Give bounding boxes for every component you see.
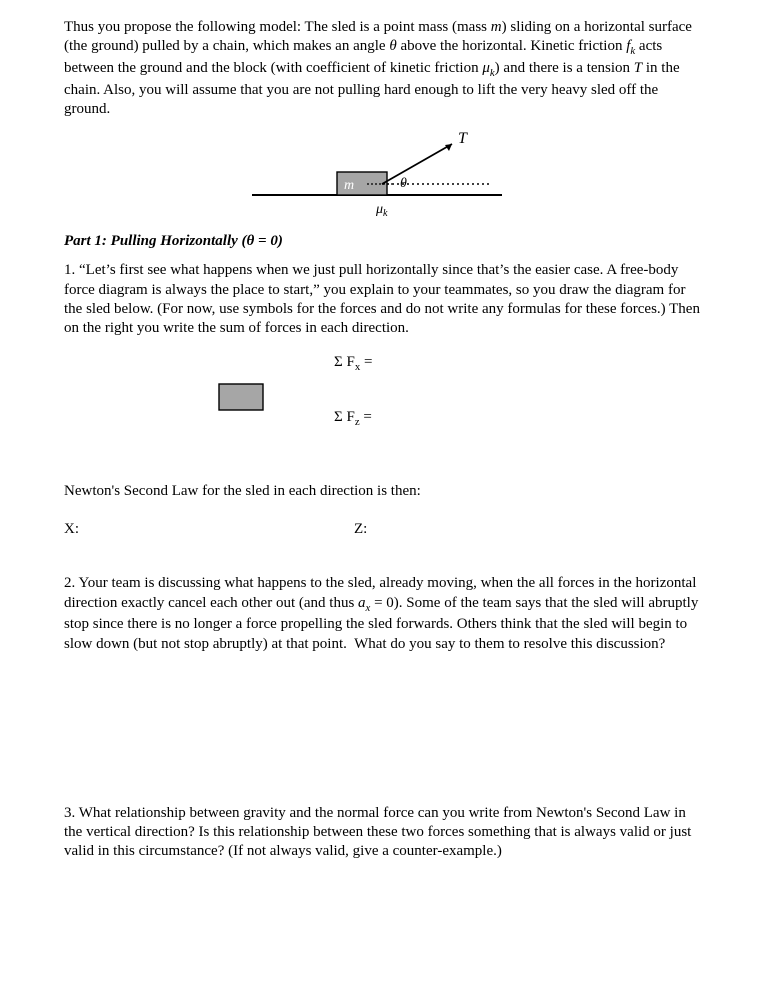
xz-row: X: Z: bbox=[64, 521, 700, 538]
m-label: m bbox=[344, 178, 354, 193]
sled-diagram-svg: m T θ μk bbox=[242, 129, 522, 219]
figure-sled-on-ground: m T θ μk bbox=[242, 129, 522, 224]
intro-paragraph: Thus you propose the following model: Th… bbox=[64, 18, 700, 119]
tension-label: T bbox=[458, 130, 468, 147]
page: Thus you propose the following model: Th… bbox=[0, 0, 764, 911]
mu-label: μk bbox=[375, 202, 388, 219]
sum-fx: Σ Fx = bbox=[334, 354, 700, 373]
fbd-sled-box bbox=[64, 350, 334, 435]
question-2: 2. Your team is discussing what happens … bbox=[64, 574, 700, 653]
sum-forces-column: Σ Fx = Σ Fz = bbox=[334, 350, 700, 464]
part1-heading: Part 1: Pulling Horizontally (θ = 0) bbox=[64, 232, 700, 251]
fbd-svg bbox=[64, 370, 334, 430]
x-label: X: bbox=[64, 521, 354, 538]
question-3: 3. What relationship between gravity and… bbox=[64, 804, 700, 862]
z-label: Z: bbox=[354, 521, 367, 538]
fbd-row: Σ Fx = Σ Fz = bbox=[64, 350, 700, 464]
question-1: 1. “Let’s first see what happens when we… bbox=[64, 261, 700, 338]
newton-second-law-line: Newton's Second Law for the sled in each… bbox=[64, 482, 700, 501]
theta-label: θ bbox=[400, 176, 407, 191]
sum-fz: Σ Fz = bbox=[334, 409, 700, 428]
